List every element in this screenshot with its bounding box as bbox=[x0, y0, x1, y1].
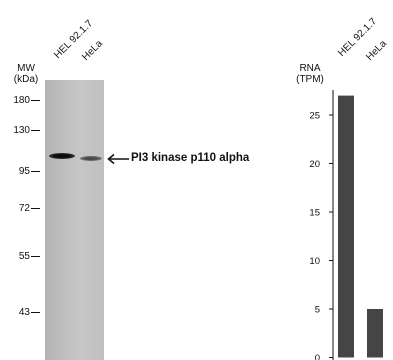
mw-tick bbox=[31, 312, 40, 313]
rna-y-tick-label: 15 bbox=[309, 208, 320, 219]
blot-membrane bbox=[45, 80, 104, 360]
rna-y-tick-label: 5 bbox=[315, 305, 320, 316]
rna-y-tick-label: 10 bbox=[309, 256, 320, 267]
mw-marker-72: 72 bbox=[0, 203, 40, 215]
rna-bar-hel bbox=[338, 95, 354, 358]
blot-band-hel bbox=[49, 153, 75, 159]
mw-tick bbox=[31, 208, 40, 209]
mw-marker-value: 130 bbox=[13, 125, 30, 136]
target-arrow-icon bbox=[107, 153, 129, 165]
mw-marker-value: 95 bbox=[18, 166, 30, 177]
rna-label: RNA bbox=[299, 63, 321, 74]
rna-y-tick-label: 20 bbox=[309, 159, 320, 170]
mw-unit-label: (kDa) bbox=[13, 74, 39, 85]
mw-tick bbox=[31, 130, 40, 131]
mw-marker-value: 180 bbox=[13, 95, 30, 106]
rna-bar-hela bbox=[367, 309, 383, 358]
mw-tick bbox=[31, 100, 40, 101]
mw-label: MW bbox=[17, 63, 35, 74]
blot-band-hela bbox=[80, 156, 102, 161]
mw-tick bbox=[31, 256, 40, 257]
lane-label-hela: HeLa bbox=[80, 38, 105, 63]
mw-marker-95: 95 bbox=[0, 166, 40, 178]
target-protein-label: PI3 kinase p110 alpha bbox=[131, 152, 250, 164]
mw-marker-180: 180 bbox=[0, 95, 40, 107]
mw-header: MW (kDa) bbox=[8, 63, 44, 85]
rna-category-hela: HeLa bbox=[364, 38, 389, 63]
rna-unit-label: (TPM) bbox=[296, 74, 324, 85]
rna-y-tick-label: 0 bbox=[315, 353, 320, 360]
mw-tick bbox=[31, 171, 40, 172]
rna-y-tick-label: 25 bbox=[309, 111, 320, 122]
mw-marker-value: 55 bbox=[18, 251, 30, 262]
mw-marker-value: 43 bbox=[18, 307, 30, 318]
rna-bar-chart: 0 5 10 15 20 25 bbox=[309, 90, 383, 360]
rna-axis-title: RNA (TPM) bbox=[292, 63, 328, 85]
mw-marker-43: 43 bbox=[0, 307, 40, 319]
mw-marker-130: 130 bbox=[0, 125, 40, 137]
mw-marker-value: 72 bbox=[18, 203, 30, 214]
mw-marker-55: 55 bbox=[0, 251, 40, 263]
